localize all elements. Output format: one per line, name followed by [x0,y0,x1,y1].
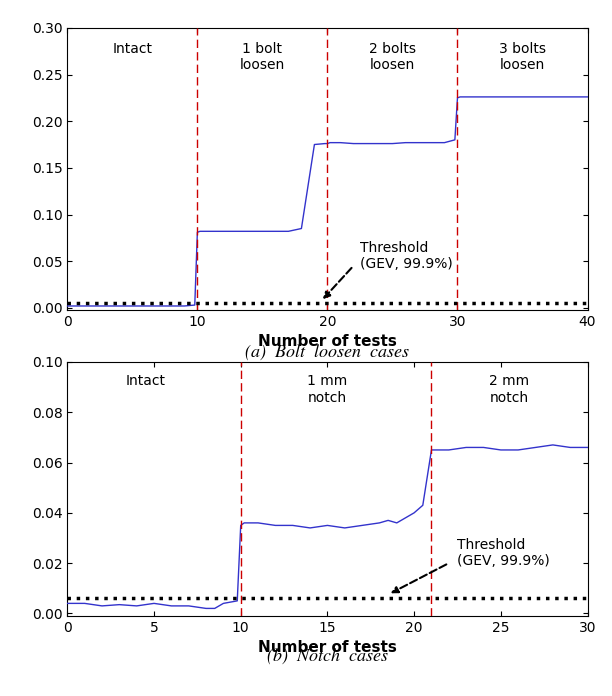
Text: 1 bolt
loosen: 1 bolt loosen [240,42,285,72]
Text: 3 bolts
loosen: 3 bolts loosen [499,42,546,72]
Text: Intact: Intact [113,42,152,56]
Text: 2 mm
notch: 2 mm notch [490,374,529,404]
Text: Threshold
(GEV, 99.9%): Threshold (GEV, 99.9%) [360,241,453,271]
X-axis label: Number of tests: Number of tests [258,640,397,656]
X-axis label: Number of tests: Number of tests [258,334,397,349]
Text: (a)  Bolt  loosen  cases: (a) Bolt loosen cases [245,345,409,361]
Text: (b)  Notch  cases: (b) Notch cases [267,649,388,665]
Text: Intact: Intact [125,374,165,388]
Text: 1 mm
notch: 1 mm notch [307,374,348,404]
Text: 2 bolts
loosen: 2 bolts loosen [369,42,416,72]
Text: Threshold
(GEV, 99.9%): Threshold (GEV, 99.9%) [457,538,550,568]
